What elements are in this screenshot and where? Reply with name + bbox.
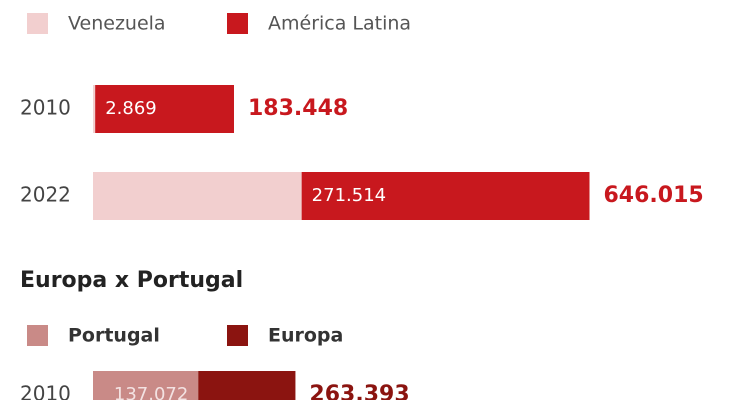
- value-label: 271.514: [312, 185, 386, 206]
- bar: [93, 371, 199, 400]
- legend-label: Portugal: [68, 325, 160, 347]
- bar: [93, 172, 302, 220]
- total-label: 263.393: [309, 382, 409, 400]
- y-tick-label: 2010: [20, 382, 71, 400]
- legend-swatch: [227, 13, 248, 34]
- bar: [93, 85, 96, 133]
- chart-title: Europa x Portugal: [20, 268, 243, 293]
- legend-swatch: [227, 325, 248, 346]
- y-tick-label: 2022: [20, 183, 71, 207]
- legend-swatch: [27, 13, 48, 34]
- legend-label: América Latina: [268, 13, 411, 35]
- bar: [93, 85, 234, 133]
- total-label: 183.448: [248, 96, 348, 121]
- legend-label: Europa: [268, 325, 343, 347]
- total-label: 646.015: [604, 183, 704, 208]
- legend-label: Venezuela: [68, 13, 166, 35]
- legend-swatch: [27, 325, 48, 346]
- y-tick-label: 2010: [20, 96, 71, 120]
- value-label: 2.869: [105, 98, 157, 119]
- value-label: 137.072: [114, 384, 188, 400]
